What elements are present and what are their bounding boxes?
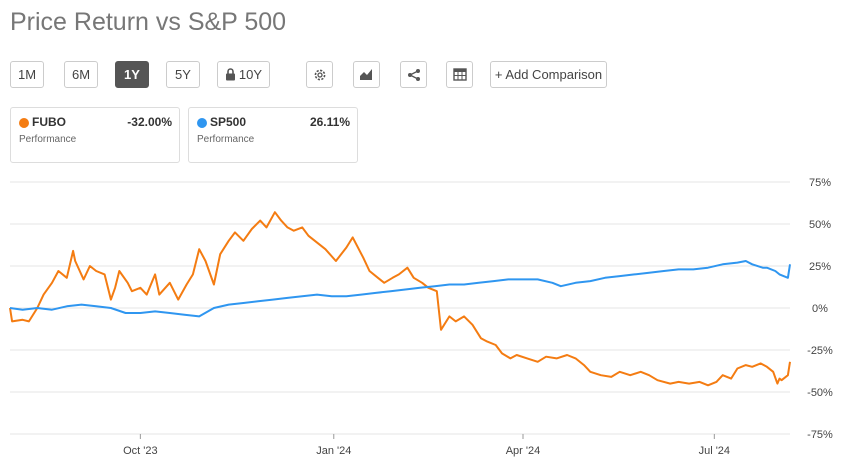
card-subtitle: Performance: [197, 134, 255, 145]
lock-icon: [225, 68, 236, 81]
range-10y-button[interactable]: 10Y: [217, 61, 270, 88]
card-value: 26.11%: [309, 115, 350, 129]
card-value: -32.00%: [127, 115, 172, 129]
card-subtitle: Performance: [19, 134, 77, 145]
y-tick-label: -75%: [807, 429, 833, 441]
chart-type-button[interactable]: [353, 61, 380, 88]
y-tick-label: -25%: [807, 345, 833, 357]
range-1y-button[interactable]: 1Y: [115, 61, 149, 88]
series-line-sp500: [9, 260, 791, 318]
add-comparison-button[interactable]: + Add Comparison: [490, 61, 607, 88]
x-tick-label: Oct '23: [123, 445, 158, 457]
y-tick-label: 25%: [809, 261, 831, 273]
x-tick-label: Jan '24: [316, 445, 351, 457]
table-icon: [452, 68, 467, 81]
y-tick-label: -50%: [807, 387, 833, 399]
card-name: FUBO: [32, 115, 66, 129]
share-button[interactable]: [400, 61, 427, 88]
chart-type-icon: [359, 68, 374, 81]
y-tick-label: 75%: [809, 177, 831, 189]
share-icon: [407, 68, 421, 82]
range-1m-button[interactable]: 1M: [10, 61, 44, 88]
sp500-color-dot: [197, 118, 207, 128]
range-10y-label: 10Y: [238, 67, 263, 82]
y-tick-label: 50%: [809, 219, 831, 231]
page-title: Price Return vs S&P 500: [10, 8, 287, 36]
x-tick-label: Jul '24: [699, 445, 730, 457]
table-button[interactable]: [446, 61, 473, 88]
fubo-color-dot: [19, 118, 29, 128]
range-5y-button[interactable]: 5Y: [166, 61, 200, 88]
legend-card-fubo[interactable]: FUBO -32.00% Performance: [10, 107, 180, 163]
settings-button[interactable]: [306, 61, 333, 88]
x-tick-label: Apr '24: [506, 445, 541, 457]
gear-icon: [313, 68, 327, 82]
legend-card-sp500[interactable]: SP500 26.11% Performance: [188, 107, 358, 163]
price-return-chart[interactable]: 75% 50% 25% 0% -25% -50% -75% Oct '23 Jan '24 Apr…: [0, 170, 845, 470]
series-line-fubo: [9, 211, 791, 387]
range-6m-button[interactable]: 6M: [64, 61, 98, 88]
y-tick-label: 0%: [812, 303, 828, 315]
card-name: SP500: [210, 115, 247, 129]
